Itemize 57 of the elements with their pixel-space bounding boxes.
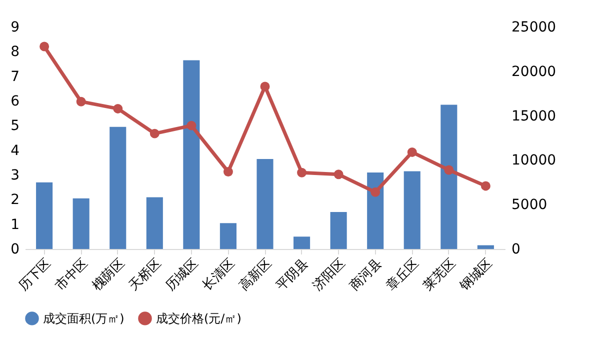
bar (72, 198, 90, 249)
point (150, 128, 160, 138)
bar (36, 182, 53, 249)
legend-label: 成交面积(万㎡) (43, 311, 124, 326)
point (480, 181, 490, 191)
x-tick-label: 章丘区 (384, 256, 422, 294)
point (444, 165, 454, 175)
y-tick-label: 3 (10, 168, 20, 184)
y-tick-label: 8 (10, 44, 20, 60)
x-tick-label: 高新区 (236, 255, 275, 294)
bar (146, 197, 163, 249)
x-tick-label: 莱芜区 (420, 256, 459, 294)
y-tick-label: 0 (10, 242, 20, 258)
y2-tick-label: 5000 (512, 197, 548, 214)
x-tick-label: 商河县 (347, 256, 386, 294)
point (76, 96, 86, 106)
y2-tick-label: 15000 (512, 108, 556, 124)
bar (256, 158, 274, 249)
point (186, 120, 196, 130)
x-tick-label: 历城区 (163, 256, 202, 294)
y2-tick-label: 25000 (512, 20, 556, 36)
x-tick-label: 槐荫区 (90, 256, 128, 294)
x-tick-label: 钢城区 (456, 256, 496, 295)
x-tick-label: 长清区 (200, 256, 238, 294)
point (407, 147, 417, 157)
point (113, 104, 123, 114)
x-tick-label: 市中区 (52, 256, 91, 294)
bar (440, 104, 458, 249)
x-tick-label: 天桥区 (126, 256, 165, 294)
y2-tick-label: 10000 (512, 152, 556, 169)
bar (110, 126, 126, 249)
point (40, 42, 50, 52)
legend-label: 成交价格(元/㎡) (156, 311, 242, 326)
y-tick-label: 1 (10, 216, 20, 233)
bar (404, 171, 420, 249)
bar (330, 212, 347, 249)
y-tick-label: 6 (10, 94, 20, 110)
x-tick-label: 济阳区 (310, 256, 348, 294)
point (334, 170, 344, 180)
point (260, 82, 270, 92)
y-tick-label: 2 (10, 192, 20, 208)
y-tick-label: 4 (10, 142, 20, 159)
bar (220, 223, 236, 249)
bar (294, 236, 310, 249)
y-tick-label: 7 (10, 68, 20, 85)
x-tick-label: 历下区 (16, 256, 54, 294)
point (370, 187, 380, 197)
bar (477, 245, 494, 249)
x-tick-label: 平阴县 (273, 256, 312, 294)
y2-tick-label: 0 (512, 242, 520, 258)
y2-tick-label: 20000 (512, 64, 556, 80)
y-tick-label: 5 (10, 118, 20, 134)
y-tick-label: 9 (10, 20, 20, 36)
point (223, 167, 233, 176)
bar (183, 60, 200, 249)
point (297, 168, 307, 178)
bar (367, 172, 384, 249)
